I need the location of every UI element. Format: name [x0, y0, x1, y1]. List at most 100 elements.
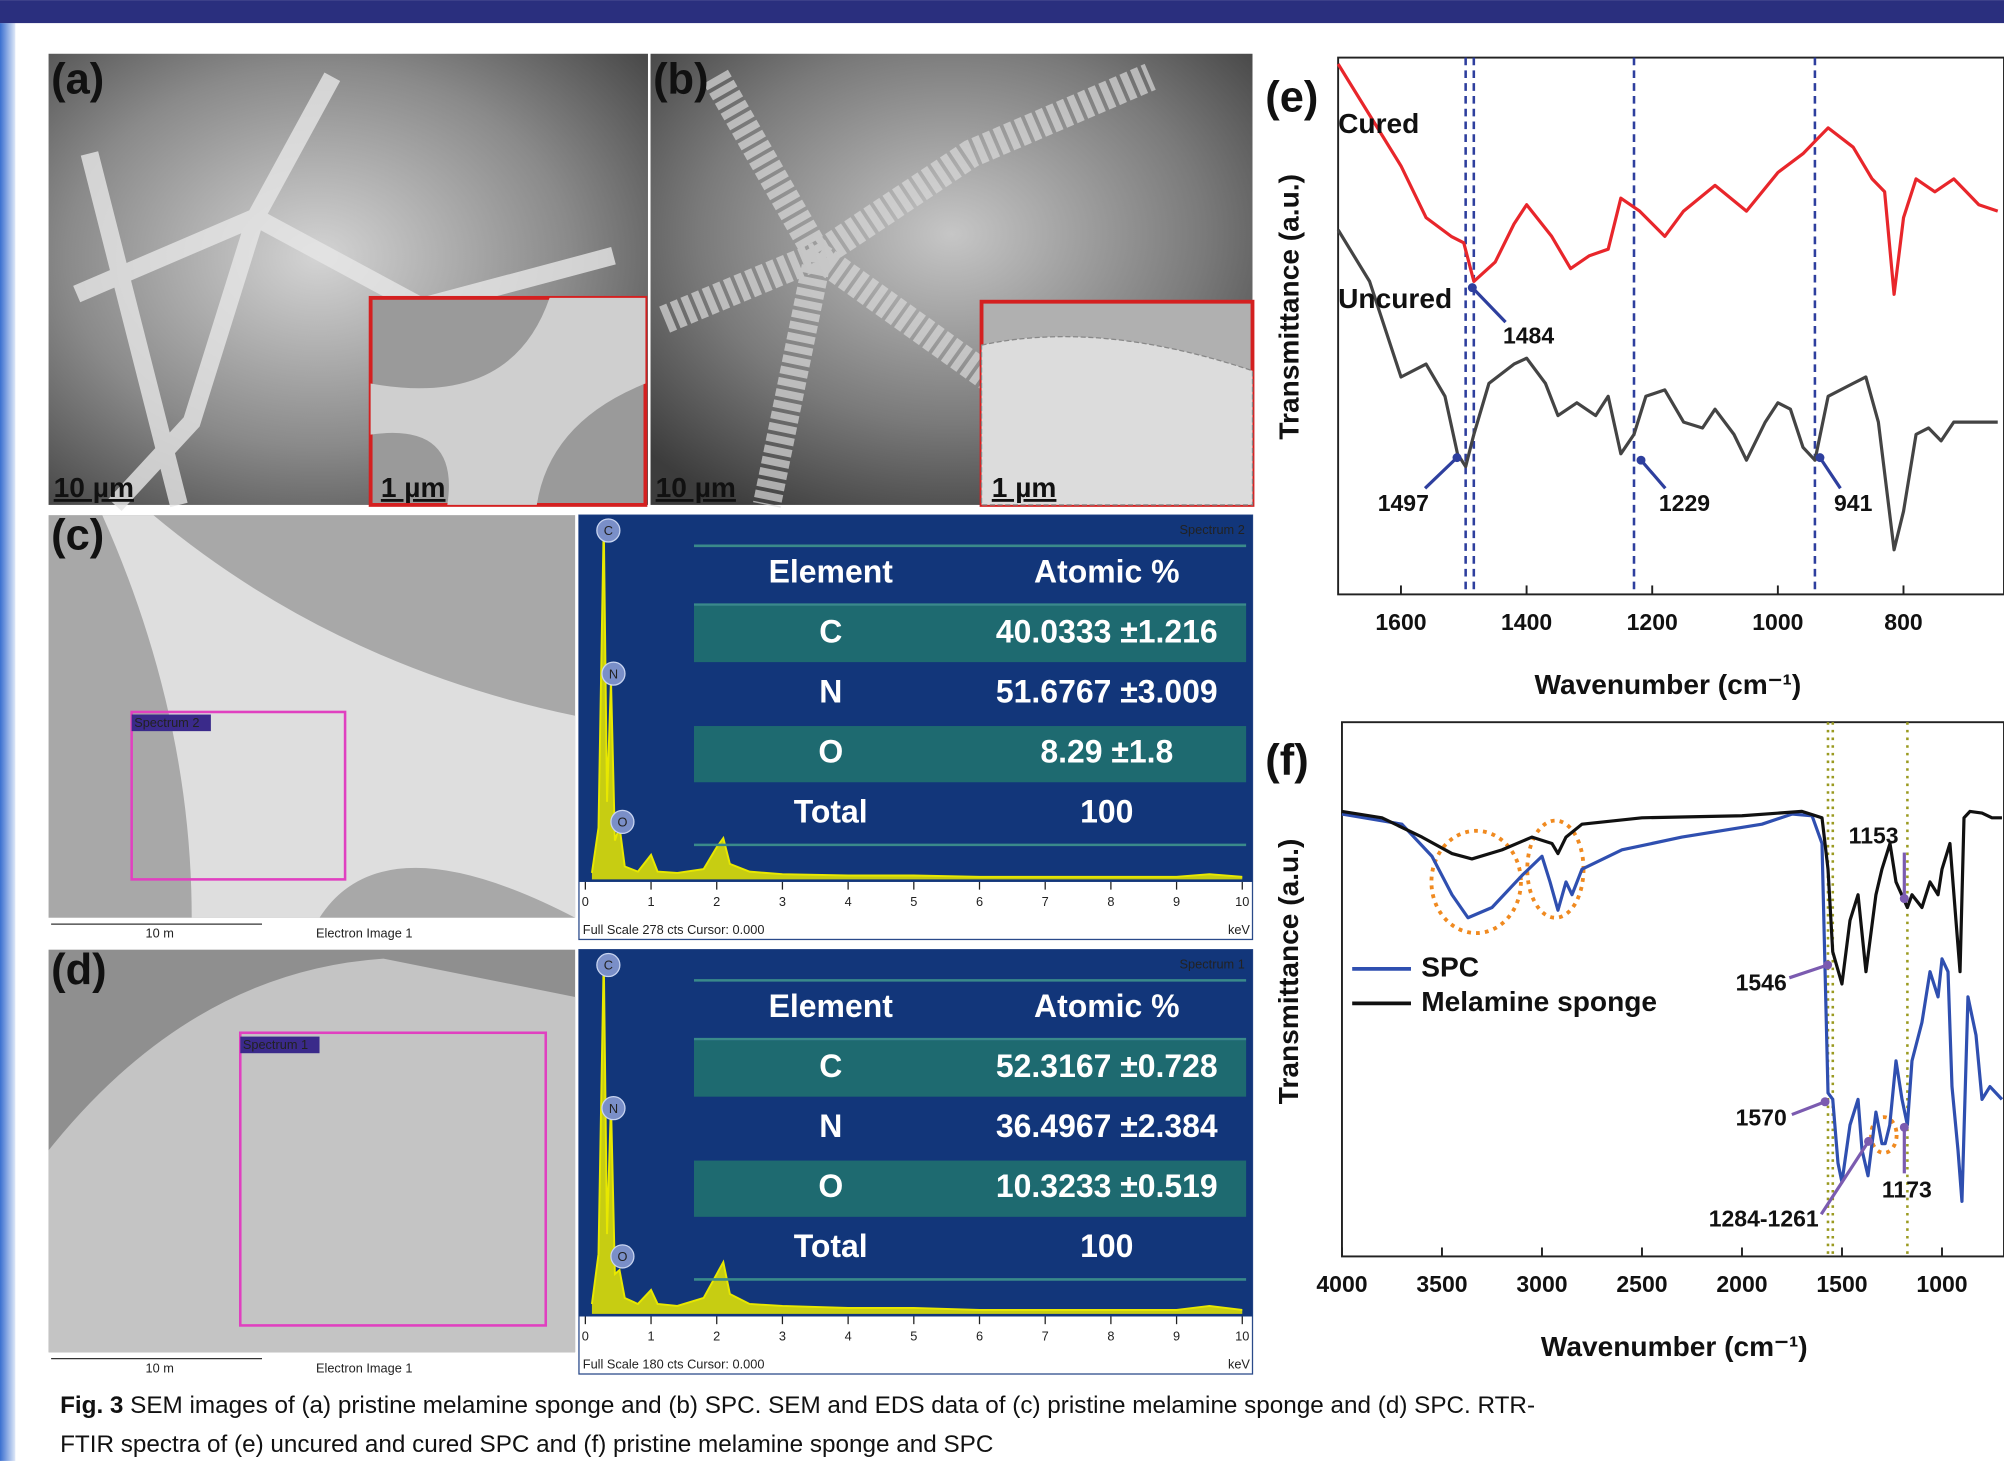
spectrum-tag-text: Spectrum 2 [134, 715, 199, 730]
figure: (a) 10 µm 1 µm (b) 10 µm 1 µm (c) Spectrum 2 10 … [0, 0, 2004, 1461]
series-label: Uncured [1338, 283, 1452, 314]
page: {"sem":[ {"panel_label":"(a)","scale":"1… [0, 0, 2004, 1461]
table-cell: 51.6767 ±3.009 [996, 674, 1218, 710]
series-label: Cured [1338, 108, 1419, 139]
side-strip [0, 23, 15, 1461]
table-cell: 100 [1080, 1228, 1133, 1264]
x-tick-label: 5 [910, 894, 917, 909]
x-tick-label: 7 [1042, 894, 1049, 909]
table-header: Atomic % [1034, 988, 1180, 1024]
annotation: 1546 [1736, 969, 1787, 995]
table-cell: 8.29 ±1.8 [1040, 734, 1173, 770]
x-tick-label: 3 [779, 1328, 786, 1343]
arrow-head [1864, 1137, 1873, 1146]
x-tick-label: 4000 [1316, 1271, 1367, 1297]
annotation: 1153 [1849, 822, 1899, 848]
x-axis-title: Wavenumber (cm⁻¹) [1534, 669, 1801, 700]
annotation: 1484 [1503, 323, 1554, 349]
x-tick-label: 10 [1235, 894, 1249, 909]
peak-label: C [604, 958, 613, 973]
x-tick-label: 2500 [1616, 1271, 1667, 1297]
caption: Fig. 3 SEM images of (a) pristine melami… [60, 1393, 1535, 1420]
scale-text: Full Scale 180 cts Cursor: 0.000 [583, 1356, 765, 1371]
annotation: 1229 [1659, 490, 1710, 516]
legend-label: SPC [1421, 951, 1479, 982]
x-tick-label: 1 [647, 894, 654, 909]
table-cell: N [819, 674, 842, 710]
x-tick-label: 1200 [1627, 609, 1678, 635]
annotation: 1173 [1882, 1176, 1932, 1202]
x-tick-label: 4 [845, 894, 852, 909]
x-tick-label: 8 [1107, 1328, 1114, 1343]
table-cell: 40.0333 ±1.216 [996, 613, 1218, 649]
x-tick-label: 8 [1107, 894, 1114, 909]
x-tick-label: 0 [582, 894, 589, 909]
panel-label: (e) [1265, 73, 1318, 121]
peak-label: N [609, 1101, 618, 1116]
scale-label: 1 µm [381, 472, 446, 503]
table-cell: C [819, 1048, 842, 1084]
x-tick-label: 3500 [1416, 1271, 1467, 1297]
peak-label: O [617, 1249, 627, 1264]
panel-label: (c) [51, 512, 104, 560]
image-name: Electron Image 1 [316, 1360, 413, 1375]
x-tick-label: 1400 [1501, 609, 1552, 635]
annotation: 1497 [1378, 490, 1429, 516]
x-axis-title: Wavenumber (cm⁻¹) [1541, 1331, 1808, 1362]
x-tick-label: 0 [582, 1328, 589, 1343]
y-axis-title: Transmittance (a.u.) [1273, 839, 1304, 1105]
x-tick-label: 3 [779, 894, 786, 909]
scale-label: 10 m [146, 926, 174, 941]
table-cell: 100 [1080, 794, 1133, 830]
panel-label: (a) [51, 55, 104, 103]
x-tick-label: 10 [1235, 1328, 1249, 1343]
table-cell: 10.3233 ±0.519 [996, 1168, 1218, 1204]
caption-label: Fig. 3 [60, 1393, 123, 1420]
scale-label: 10 µm [656, 472, 736, 503]
panel-label: (d) [51, 946, 106, 994]
arrow-head [1900, 894, 1909, 903]
table-cell: 36.4967 ±2.384 [996, 1108, 1218, 1144]
scale-label: 10 m [146, 1360, 174, 1375]
unit: keV [1228, 922, 1250, 937]
x-tick-label: 2 [713, 894, 720, 909]
x-tick-label: 4 [845, 1328, 852, 1343]
caption-text: FTIR spectra of (e) uncured and cured SP… [60, 1431, 993, 1458]
scale-label: 10 µm [54, 472, 134, 503]
table-cell: N [819, 1108, 842, 1144]
x-tick-label: 3000 [1516, 1271, 1567, 1297]
arrow-head [1453, 453, 1462, 462]
table-cell: Total [794, 794, 868, 830]
caption-text: SEM images of (a) pristine melamine spon… [123, 1393, 1535, 1420]
table-header: Atomic % [1034, 553, 1180, 589]
annotation: 1570 [1736, 1105, 1787, 1131]
image-name: Electron Image 1 [316, 926, 413, 941]
panel-label: (b) [653, 55, 708, 103]
x-tick-label: 6 [976, 894, 983, 909]
legend-label: Melamine sponge [1421, 986, 1657, 1017]
scale-label: 1 µm [992, 472, 1057, 503]
unit: keV [1228, 1356, 1250, 1371]
arrow-head [1637, 456, 1646, 465]
x-tick-label: 1000 [1916, 1271, 1967, 1297]
x-tick-label: 9 [1173, 1328, 1180, 1343]
panel-label: (f) [1265, 737, 1308, 785]
x-tick-label: 1500 [1816, 1271, 1867, 1297]
x-tick-label: 2 [713, 1328, 720, 1343]
y-axis-title: Transmittance (a.u.) [1273, 174, 1304, 440]
table-header: Element [769, 553, 894, 589]
x-tick-label: 2000 [1716, 1271, 1767, 1297]
annotation: 941 [1834, 490, 1873, 516]
spectrum-tag-text: Spectrum 1 [243, 1037, 308, 1052]
arrow-head [1900, 1123, 1909, 1132]
table-cell: C [819, 613, 842, 649]
table-cell: O [818, 734, 843, 770]
table-cell: Total [794, 1228, 868, 1264]
top-bar [0, 0, 2004, 23]
x-tick-label: 9 [1173, 894, 1180, 909]
x-tick-label: 1 [647, 1328, 654, 1343]
x-tick-label: 1000 [1752, 609, 1803, 635]
table-header: Element [769, 988, 894, 1024]
x-tick-label: 800 [1884, 609, 1922, 635]
peak-label: C [604, 523, 613, 538]
